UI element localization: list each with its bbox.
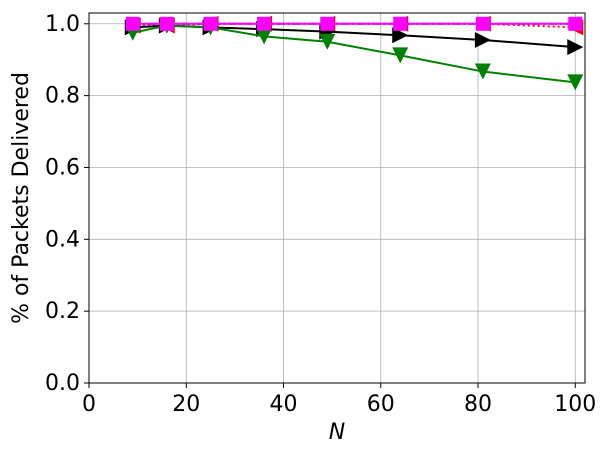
- x-tick-label: 60: [367, 392, 395, 417]
- marker: [319, 33, 336, 50]
- x-tick-label: 0: [82, 392, 96, 417]
- x-tick-label: 100: [554, 392, 596, 417]
- marker: [393, 16, 408, 31]
- y-tick-label: 0.8: [45, 84, 80, 109]
- plot-frame: [88, 12, 586, 384]
- marker: [320, 16, 335, 31]
- x-axis-label: N: [329, 420, 345, 445]
- x-tick-label: 80: [464, 392, 492, 417]
- marker: [568, 16, 583, 31]
- y-tick-label: 0.0: [45, 371, 80, 396]
- marker: [125, 16, 140, 31]
- marker: [159, 16, 174, 31]
- marker: [203, 16, 218, 31]
- marker: [257, 16, 272, 31]
- marker: [567, 74, 584, 91]
- marker: [474, 63, 491, 80]
- marker: [474, 31, 491, 48]
- marker: [392, 27, 409, 44]
- x-tick-label: 20: [172, 392, 200, 417]
- series-line: [132, 24, 576, 84]
- series-line: [132, 24, 576, 49]
- x-tick-label: 40: [270, 392, 298, 417]
- y-axis-label: % of Packets Delivered: [9, 72, 34, 324]
- marker: [392, 47, 409, 64]
- y-tick-label: 0.6: [45, 155, 80, 180]
- marker: [475, 16, 490, 31]
- marker: [256, 28, 273, 45]
- y-tick-label: 0.2: [45, 299, 80, 324]
- marker: [567, 39, 584, 56]
- y-tick-label: 0.4: [45, 227, 80, 252]
- y-tick-label: 1.0: [45, 12, 80, 37]
